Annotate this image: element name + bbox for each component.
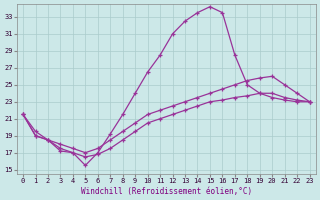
X-axis label: Windchill (Refroidissement éolien,°C): Windchill (Refroidissement éolien,°C): [81, 187, 252, 196]
